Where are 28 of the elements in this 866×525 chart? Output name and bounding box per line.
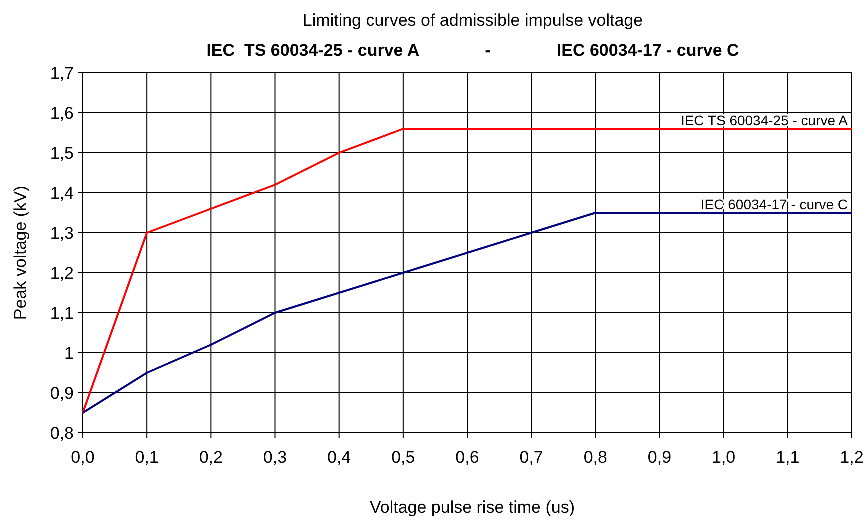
y-tick-label: 1,4	[50, 184, 74, 203]
y-tick-label: 0,9	[50, 384, 74, 403]
y-tick-label: 1,2	[50, 264, 74, 283]
x-tick-label: 0,0	[71, 448, 95, 467]
y-tick-label: 1,5	[50, 144, 74, 163]
chart-title: Limiting curves of admissible impulse voltage	[302, 11, 644, 30]
y-tick-label: 1,6	[50, 104, 74, 123]
chart-subtitle: IEC TS 60034-25 - curve A - IEC 60034-17 - curve C	[206, 41, 740, 60]
x-tick-label: 1,1	[776, 448, 800, 467]
x-tick-label: 0,2	[199, 448, 223, 467]
x-tick-label: 1,2	[840, 448, 864, 467]
x-tick-label: 0,3	[263, 448, 288, 467]
y-tick-label: 0,8	[50, 424, 74, 443]
x-tick-label: 0,8	[584, 448, 608, 467]
y-tick-label: 1,3	[50, 224, 74, 243]
x-tick-label: 0,7	[520, 448, 544, 467]
x-axis-title: Voltage pulse rise time (us)	[370, 498, 576, 517]
x-tick-label: 0,4	[328, 448, 352, 467]
x-tick-label: 0,5	[392, 448, 416, 467]
x-tick-label: 0,9	[648, 448, 672, 467]
x-tick-label: 1,0	[712, 448, 736, 467]
y-tick-label: 1,7	[50, 64, 74, 83]
x-tick-label: 0,6	[456, 448, 480, 467]
series-label: IEC 60034-17 - curve C	[700, 196, 848, 212]
y-tick-label: 1	[64, 344, 74, 363]
y-tick-label: 1,1	[50, 304, 74, 323]
y-axis-title: Peak voltage (kV)	[11, 186, 30, 320]
x-tick-label: 0,1	[135, 448, 159, 467]
